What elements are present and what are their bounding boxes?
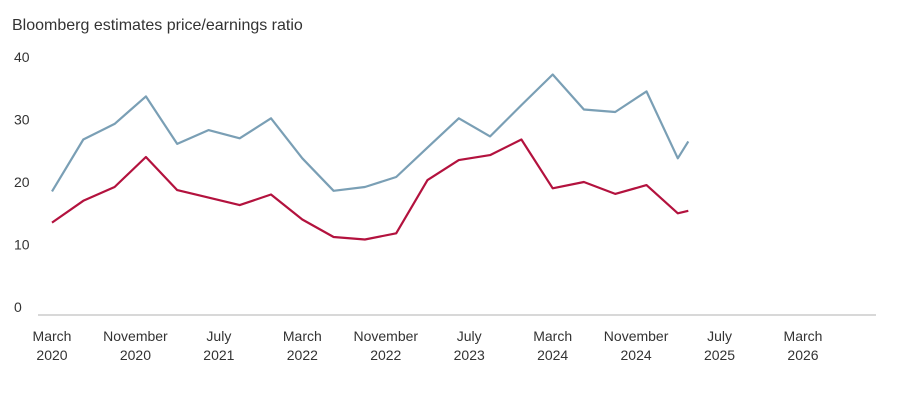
x-tick-label-year: 2026 (787, 347, 818, 363)
x-tick-label-month: March (33, 328, 72, 344)
x-tick-label-month: March (533, 328, 572, 344)
y-tick-label: 0 (14, 299, 22, 315)
x-tick-label-year: 2022 (370, 347, 401, 363)
x-tick-label-month: November (353, 328, 418, 344)
x-tick-label-month: November (103, 328, 168, 344)
x-tick-label-month: March (784, 328, 823, 344)
y-tick-label: 10 (14, 237, 30, 253)
x-tick-label-year: 2024 (537, 347, 568, 363)
x-tick-label-year: 2023 (454, 347, 485, 363)
x-tick-label-month: November (604, 328, 669, 344)
y-tick-label: 30 (14, 112, 30, 128)
x-tick-label-year: 2020 (120, 347, 151, 363)
series-line-2 (51, 138, 689, 241)
y-tick-label: 40 (14, 49, 30, 65)
x-tick-label-month: March (283, 328, 322, 344)
y-tick-label: 20 (14, 174, 30, 190)
x-tick-label-month: July (206, 328, 231, 344)
x-tick-label-month: July (707, 328, 732, 344)
series-line-1 (51, 73, 690, 192)
chart-title: Bloomberg estimates price/earnings ratio (12, 17, 303, 34)
x-tick-label-year: 2021 (203, 347, 234, 363)
y-axis-ticks: 0 10 20 30 40 (14, 49, 30, 315)
x-tick-label-year: 2025 (704, 347, 735, 363)
series-layer (51, 73, 690, 241)
x-axis-ticks: March 2020 November 2020 July 2021 March 2022 No… (33, 328, 823, 363)
x-tick-label-year: 2022 (287, 347, 318, 363)
x-tick-label-month: July (457, 328, 482, 344)
x-tick-label-year: 2024 (621, 347, 652, 363)
x-tick-label-year: 2020 (36, 347, 67, 363)
